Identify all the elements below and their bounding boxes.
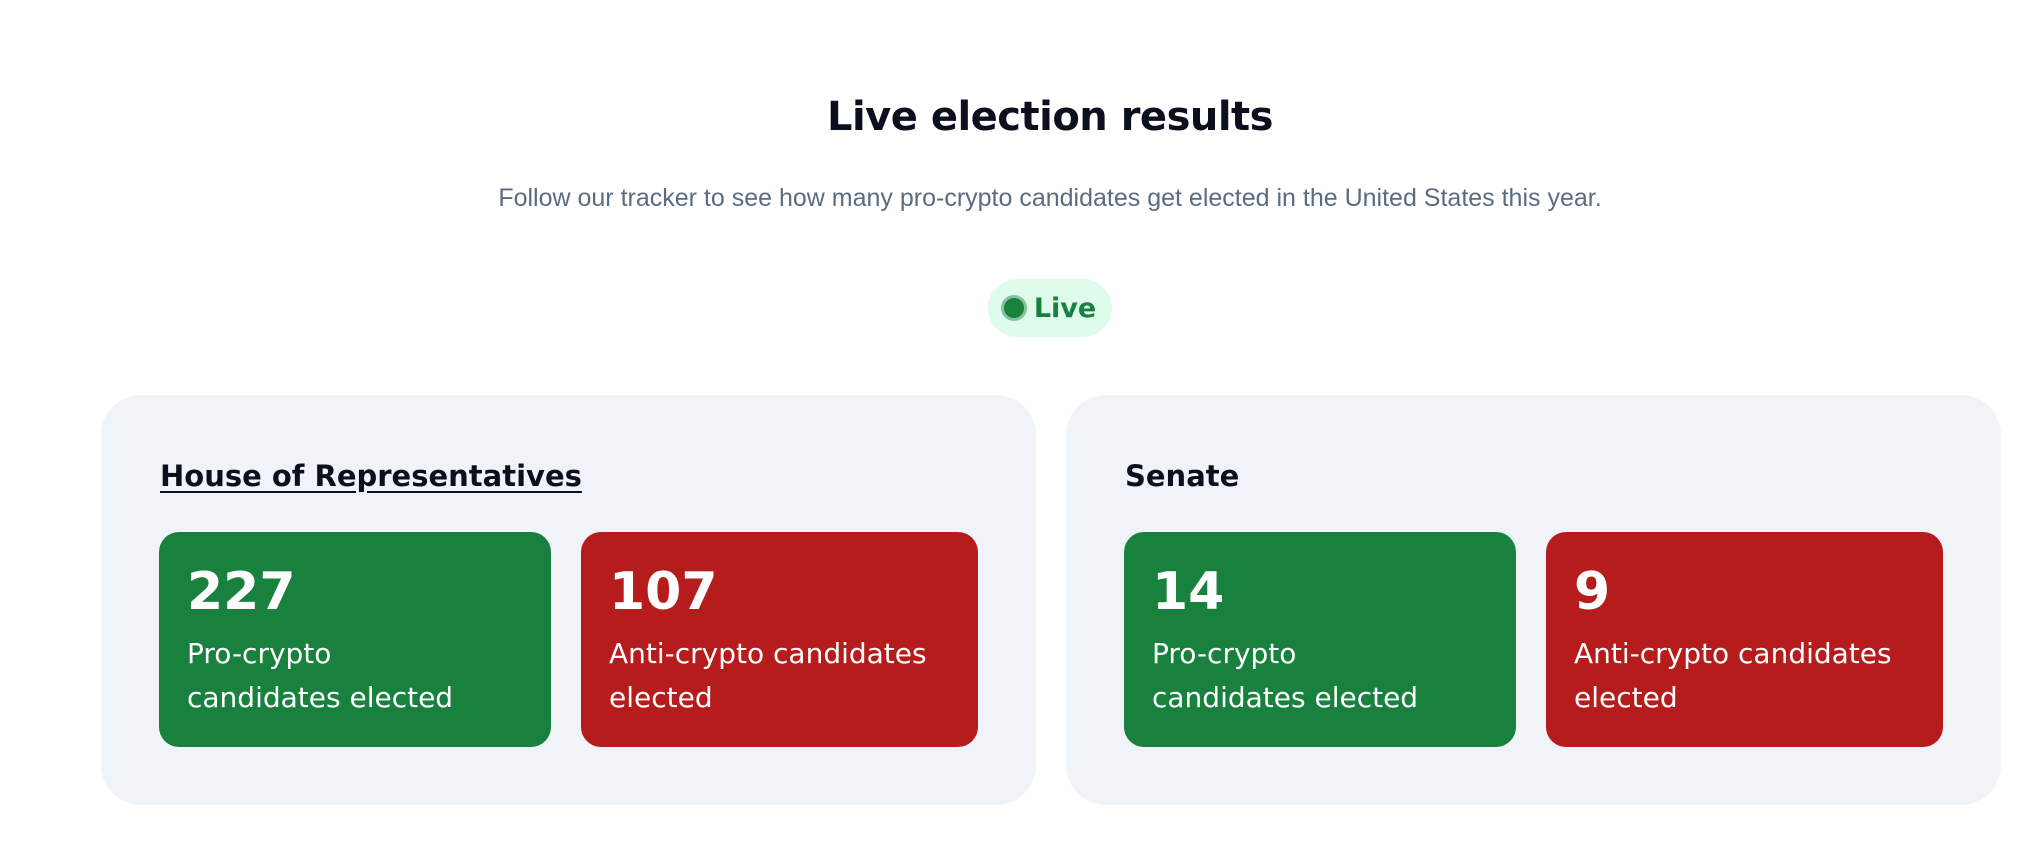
senate-pro-label: Pro-crypto candidates elected <box>1152 637 1419 714</box>
page-title: Live election results <box>826 94 1274 140</box>
senate-anti-count: 9 <box>1574 562 1611 622</box>
page-subtitle: Follow our tracker to see how many pro-c… <box>498 184 1602 212</box>
live-dot-icon <box>1003 298 1024 318</box>
house-pro-count: 227 <box>187 562 296 622</box>
house-pro-label: Pro-crypto candidates elected <box>187 637 454 714</box>
senate-anti-label: Anti-crypto candidates elected <box>1574 637 1892 714</box>
senate-title: Senate <box>1125 459 1240 493</box>
house-anti-stat: 107 Anti-crypto candidates elected <box>581 532 978 747</box>
house-pro-stat: 227 Pro-crypto candidates elected <box>159 532 551 747</box>
senate-anti-stat: 9 Anti-crypto candidates elected <box>1546 532 1943 747</box>
house-title-link[interactable]: House of Representatives <box>160 459 582 493</box>
house-anti-count: 107 <box>609 562 718 622</box>
house-card: House of Representatives 227 Pro-crypto … <box>101 395 1036 805</box>
senate-pro-stat: 14 Pro-crypto candidates elected <box>1124 532 1516 747</box>
live-badge: Live <box>988 279 1112 337</box>
senate-card: Senate 14 Pro-crypto candidates elected … <box>1066 395 2001 805</box>
live-label: Live <box>1033 292 1097 324</box>
house-anti-label: Anti-crypto candidates elected <box>609 637 927 714</box>
senate-pro-count: 14 <box>1152 562 1225 622</box>
